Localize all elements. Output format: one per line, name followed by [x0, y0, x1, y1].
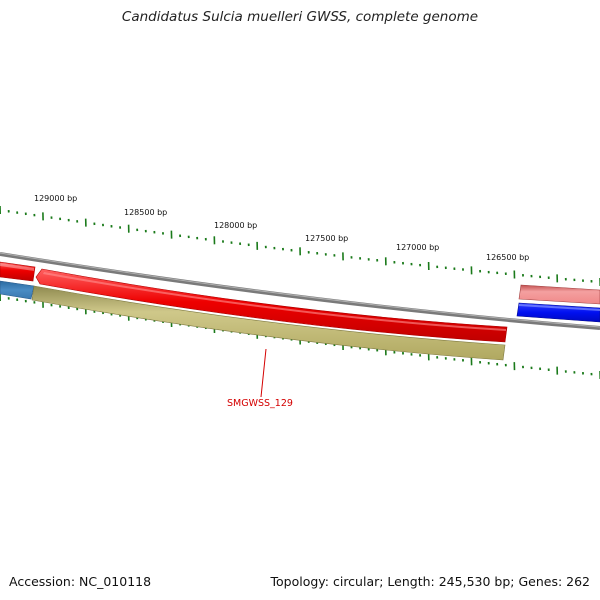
tick-label-127500: 127500 bp: [305, 234, 348, 243]
outer-tick-marks: [0, 205, 600, 287]
tick-label-127000: 127000 bp: [396, 243, 439, 252]
genome-backbone-highlight: [0, 252, 600, 328]
gene-label-smgwss-129[interactable]: SMGWSS_129: [227, 398, 293, 409]
tick-label-126500: 126500 bp: [486, 253, 529, 262]
genome-stats-label: Topology: circular; Length: 245,530 bp; …: [270, 574, 591, 589]
gene-blue-right-highlight: [519, 304, 600, 311]
tick-label-129000: 129000 bp: [34, 194, 77, 203]
genome-title: Candidatus Sulcia muelleri GWSS, complet…: [121, 9, 479, 25]
tick-label-128500: 128500 bp: [124, 208, 167, 217]
gene-red-left-highlight: [0, 263, 34, 271]
genome-backbone: [0, 252, 600, 330]
gene-label-leader: [260, 348, 267, 398]
accession-label: Accession: NC_010118: [9, 574, 152, 589]
gene-smgwss-129[interactable]: [31, 285, 506, 361]
gene-steel-left[interactable]: [0, 280, 35, 300]
gene-pink-right[interactable]: [518, 284, 600, 305]
tick-label-128000: 128000 bp: [214, 221, 257, 230]
gene-red-main[interactable]: [35, 268, 508, 343]
gene-red-left[interactable]: [0, 261, 36, 282]
